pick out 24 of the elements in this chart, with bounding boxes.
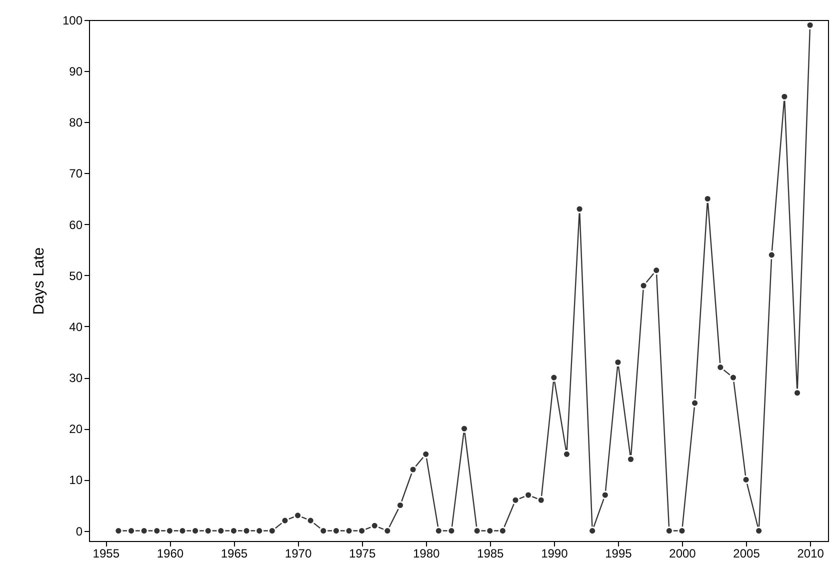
y-tick-label: 80 <box>69 116 83 130</box>
x-tick-label: 1960 <box>156 546 184 560</box>
y-tick-label: 0 <box>76 524 83 538</box>
x-tick-label: 1985 <box>477 546 504 560</box>
x-tick-label: 1965 <box>220 546 248 560</box>
y-tick-label: 20 <box>69 422 83 436</box>
x-tick-label: 1955 <box>92 546 120 560</box>
y-tick-label: 40 <box>69 320 83 334</box>
x-tick-label: 1970 <box>284 546 312 560</box>
y-tick-label: 70 <box>69 166 83 181</box>
x-tick-label: 1995 <box>605 546 632 560</box>
y-tick-label: 10 <box>69 473 83 488</box>
y-tick-label: 50 <box>69 268 83 283</box>
x-tick-label: 1990 <box>541 546 568 560</box>
x-tick-label: 1975 <box>348 546 376 560</box>
x-tick-label: 2005 <box>733 546 760 560</box>
x-tick-label: 2010 <box>797 546 824 560</box>
x-tick-label: 2000 <box>669 546 696 560</box>
y-tick-label: 30 <box>69 371 83 386</box>
y-tick-label: 90 <box>69 64 83 79</box>
y-tick-label: 60 <box>69 218 83 232</box>
y-tick-label: 100 <box>62 14 83 28</box>
x-tick-label: 1980 <box>412 546 440 560</box>
y-axis-title: Days Late <box>30 247 48 315</box>
